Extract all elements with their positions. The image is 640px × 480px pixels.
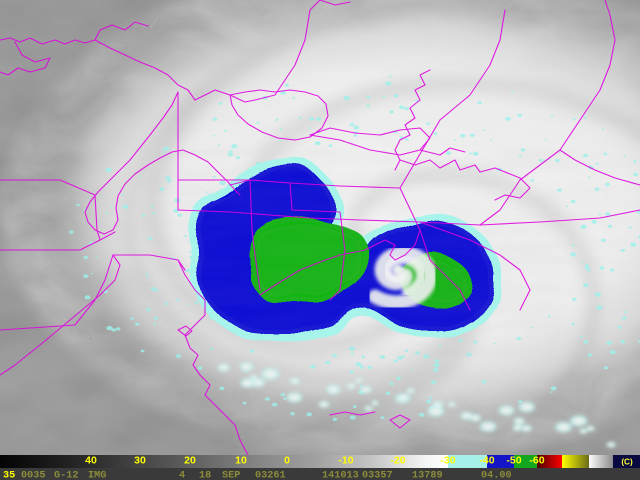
svg-text:IMG: IMG: [88, 471, 106, 480]
svg-text:(C): (C): [621, 458, 633, 467]
svg-text:0: 0: [284, 455, 290, 467]
svg-text:04.00: 04.00: [481, 471, 512, 480]
svg-text:0035: 0035: [21, 471, 45, 480]
svg-text:13789: 13789: [412, 471, 443, 480]
svg-text:18: 18: [199, 471, 211, 480]
svg-text:30: 30: [134, 455, 146, 467]
svg-text:G-12: G-12: [54, 471, 78, 480]
svg-text:-50: -50: [506, 455, 521, 467]
svg-text:-10: -10: [338, 455, 353, 467]
svg-text:-20: -20: [390, 455, 405, 467]
svg-text:03261: 03261: [255, 471, 286, 480]
svg-text:20: 20: [184, 455, 196, 467]
svg-text:40: 40: [85, 455, 97, 467]
svg-text:141013: 141013: [322, 471, 359, 480]
svg-text:10: 10: [235, 455, 247, 467]
svg-text:4: 4: [179, 471, 185, 480]
svg-text:35: 35: [3, 471, 15, 480]
svg-text:-40: -40: [479, 455, 494, 467]
svg-text:-30: -30: [440, 455, 455, 467]
svg-text:03357: 03357: [362, 471, 393, 480]
svg-text:SEP: SEP: [222, 471, 240, 480]
svg-text:-60: -60: [529, 455, 544, 467]
